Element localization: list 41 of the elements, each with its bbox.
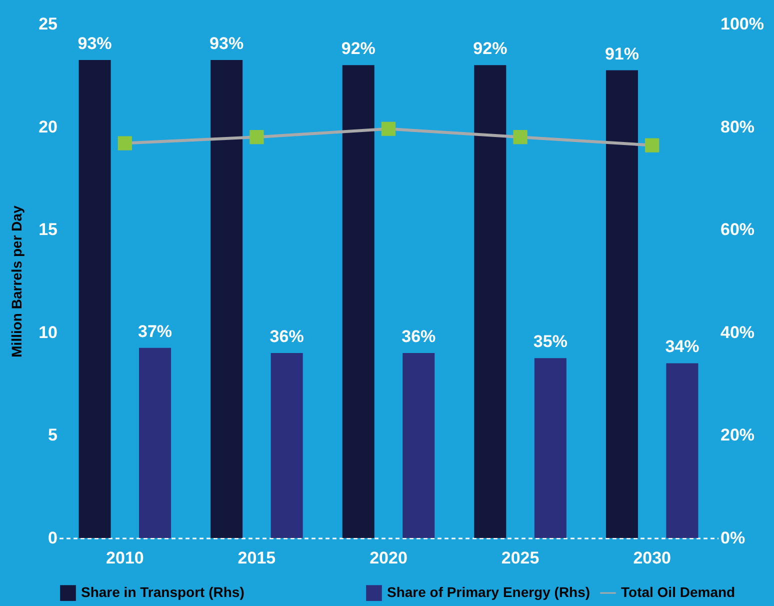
bar xyxy=(402,352,435,538)
legend-label: Share in Transport (Rhs) xyxy=(81,584,244,600)
bar xyxy=(666,363,698,538)
legend-label: Total Oil Demand xyxy=(621,584,736,600)
bar xyxy=(139,348,172,538)
x-tick-label: 2025 xyxy=(501,548,540,568)
y-tick-label: 20 xyxy=(38,117,58,136)
data-label: 36% xyxy=(270,326,304,346)
data-label: 93% xyxy=(78,34,112,53)
bar xyxy=(210,60,243,538)
y2-tick-label: 100% xyxy=(720,14,764,34)
y-tick-label: 25 xyxy=(38,14,58,34)
bar xyxy=(606,70,638,538)
y-tick-label: 5 xyxy=(48,426,58,445)
bar xyxy=(342,65,374,538)
x-tick-label: 2010 xyxy=(106,548,144,568)
y2-tick-label: 0% xyxy=(720,528,746,548)
legend-label: Share of Primary Energy (Rhs) xyxy=(387,584,590,600)
data-label: 92% xyxy=(473,39,508,58)
data-label: 36% xyxy=(402,326,436,346)
y2-tick-label: 60% xyxy=(720,220,755,240)
bar xyxy=(270,352,303,538)
y-tick-label: 0 xyxy=(48,528,58,548)
x-tick-label: 2015 xyxy=(238,548,276,568)
data-label: 35% xyxy=(533,332,568,352)
y-tick-label: 15 xyxy=(38,220,58,240)
y2-tick-label: 20% xyxy=(720,426,755,445)
data-label: 34% xyxy=(665,337,700,356)
x-tick-label: 2030 xyxy=(633,548,672,568)
y2-tick-label: 40% xyxy=(720,322,755,342)
x-tick-label: 2020 xyxy=(370,548,408,568)
y-tick-label: 10 xyxy=(38,322,58,342)
data-label: 93% xyxy=(210,34,244,53)
bar xyxy=(78,60,111,538)
y2-tick-label: 80% xyxy=(720,117,755,136)
data-label: 91% xyxy=(604,44,639,64)
y-axis-title: Million Barrels per Day xyxy=(8,205,25,358)
bar xyxy=(474,65,506,538)
bar xyxy=(534,358,566,538)
data-label: 92% xyxy=(341,39,376,58)
data-label: 37% xyxy=(138,322,172,341)
